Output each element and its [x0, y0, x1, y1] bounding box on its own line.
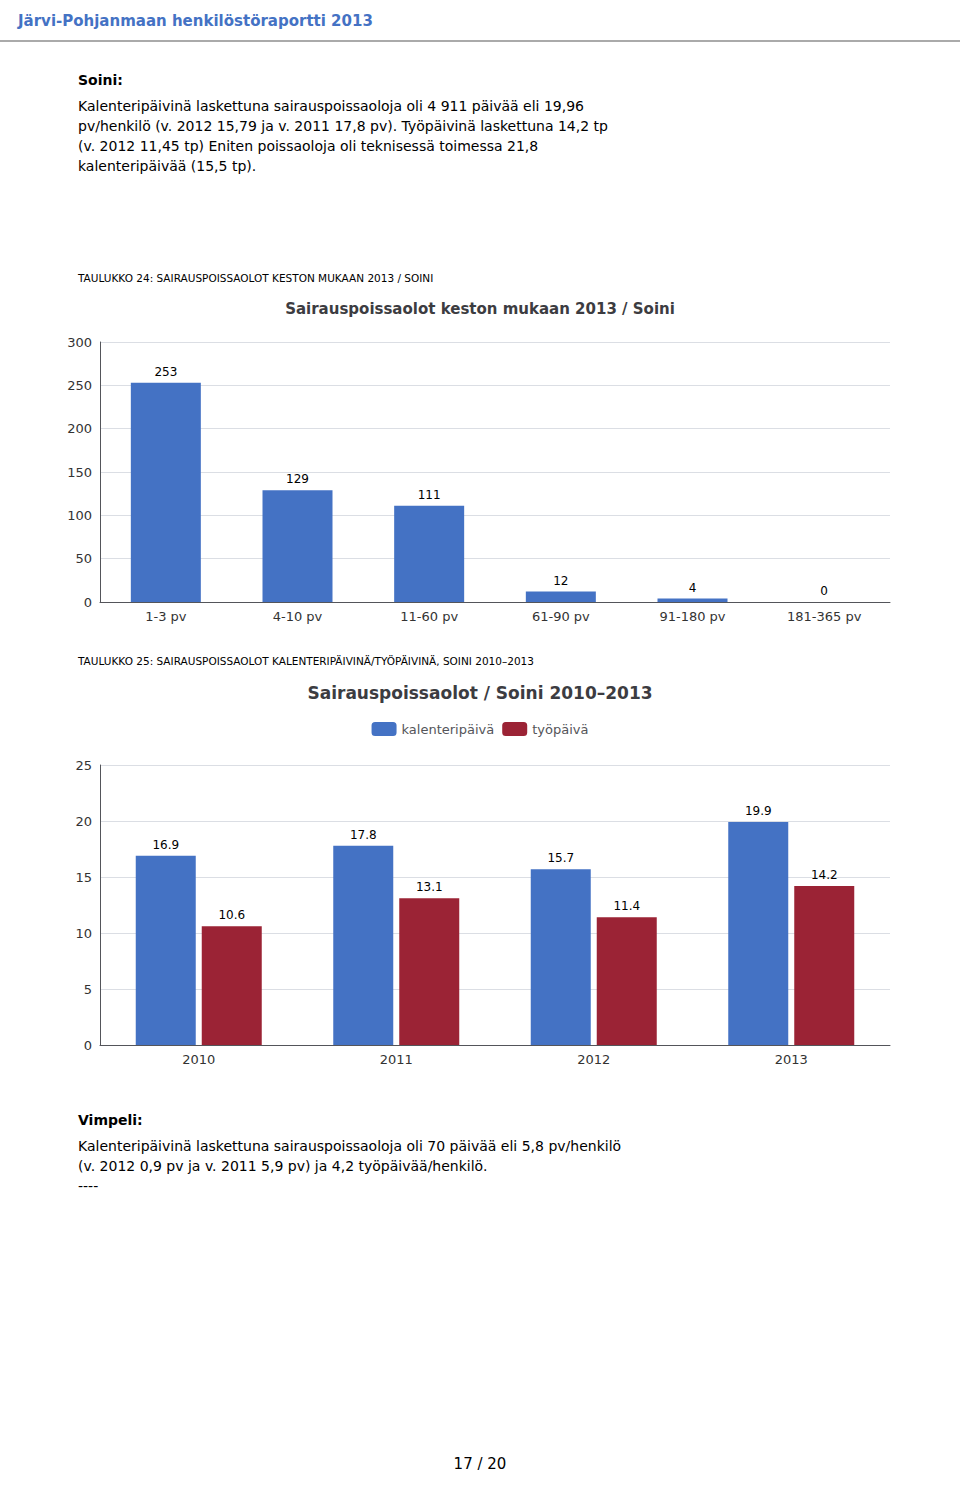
svg-text:91-180 pv: 91-180 pv	[659, 609, 725, 624]
svg-text:15: 15	[75, 870, 92, 885]
svg-text:300: 300	[67, 335, 92, 350]
svg-text:11.4: 11.4	[613, 899, 640, 913]
svg-text:16.9: 16.9	[152, 838, 179, 852]
html-text:pv/henkilö (v. 2012 15,79 ja v: pv/henkilö (v. 2012 15,79 ja v. 2011 17,…	[78, 118, 608, 134]
svg-text:19.9: 19.9	[745, 804, 772, 818]
svg-text:13.1: 13.1	[416, 880, 443, 894]
svg-text:11-60 pv: 11-60 pv	[400, 609, 458, 624]
svg-text:1-3 pv: 1-3 pv	[145, 609, 187, 624]
svg-text:15.7: 15.7	[547, 851, 574, 865]
svg-text:20: 20	[75, 814, 92, 829]
svg-text:työpäivä: työpäivä	[532, 722, 588, 737]
html-text:Kalenteripäivinä laskettuna sa: Kalenteripäivinä laskettuna sairauspoiss…	[78, 1138, 622, 1154]
svg-text:2012: 2012	[577, 1052, 610, 1067]
svg-text:61-90 pv: 61-90 pv	[532, 609, 590, 624]
html-text:17 / 20: 17 / 20	[453, 1455, 507, 1473]
svg-text:2013: 2013	[775, 1052, 808, 1067]
svg-text:111: 111	[418, 488, 441, 502]
svg-text:2010: 2010	[182, 1052, 215, 1067]
html-text:Soini:: Soini:	[78, 72, 123, 88]
svg-text:kalenteripäivä: kalenteripäivä	[402, 722, 495, 737]
svg-text:0: 0	[84, 1038, 92, 1053]
svg-text:10: 10	[75, 926, 92, 941]
html-text:kalenteripäivää (15,5 tp).: kalenteripäivää (15,5 tp).	[78, 158, 257, 174]
svg-text:Sairauspoissaolot keston mukaa: Sairauspoissaolot keston mukaan 2013 / S…	[285, 300, 675, 318]
svg-text:2011: 2011	[380, 1052, 413, 1067]
html-text:(v. 2012 11,45 tp) Eniten pois: (v. 2012 11,45 tp) Eniten poissaoloja ol…	[78, 138, 539, 154]
html-text:Järvi-Pohjanmaan henkilöstörap: Järvi-Pohjanmaan henkilöstöraportti 2013	[18, 12, 373, 30]
svg-text:14.2: 14.2	[811, 868, 838, 882]
html-text:Vimpeli:: Vimpeli:	[78, 1112, 143, 1128]
svg-text:253: 253	[154, 365, 177, 379]
svg-text:12: 12	[553, 574, 568, 588]
svg-text:17.8: 17.8	[350, 828, 377, 842]
svg-text:50: 50	[75, 551, 92, 566]
svg-text:200: 200	[67, 421, 92, 436]
html-text:Kalenteripäivinä laskettuna sa: Kalenteripäivinä laskettuna sairauspoiss…	[78, 98, 584, 114]
html-text:TAULUKKO 24: SAIRAUSPOISSAOLOT: TAULUKKO 24: SAIRAUSPOISSAOLOT KESTON MU…	[78, 272, 434, 284]
svg-text:181-365 pv: 181-365 pv	[787, 609, 862, 624]
html-text:(v. 2012 0,9 pv ja v. 2011 5,9: (v. 2012 0,9 pv ja v. 2011 5,9 pv) ja 4,…	[78, 1158, 488, 1174]
svg-text:129: 129	[286, 472, 309, 486]
svg-text:0: 0	[820, 584, 828, 598]
svg-text:5: 5	[84, 982, 92, 997]
svg-text:0: 0	[84, 595, 92, 610]
svg-text:4-10 pv: 4-10 pv	[273, 609, 323, 624]
svg-text:25: 25	[75, 758, 92, 773]
svg-text:Sairauspoissaolot / Soini 2010: Sairauspoissaolot / Soini 2010–2013	[307, 683, 652, 703]
svg-text:10.6: 10.6	[218, 908, 245, 922]
svg-text:250: 250	[67, 378, 92, 393]
svg-text:150: 150	[67, 465, 92, 480]
svg-text:100: 100	[67, 508, 92, 523]
svg-text:4: 4	[689, 581, 697, 595]
html-text:TAULUKKO 25: SAIRAUSPOISSAOLOT: TAULUKKO 25: SAIRAUSPOISSAOLOT KALENTERI…	[78, 655, 534, 667]
